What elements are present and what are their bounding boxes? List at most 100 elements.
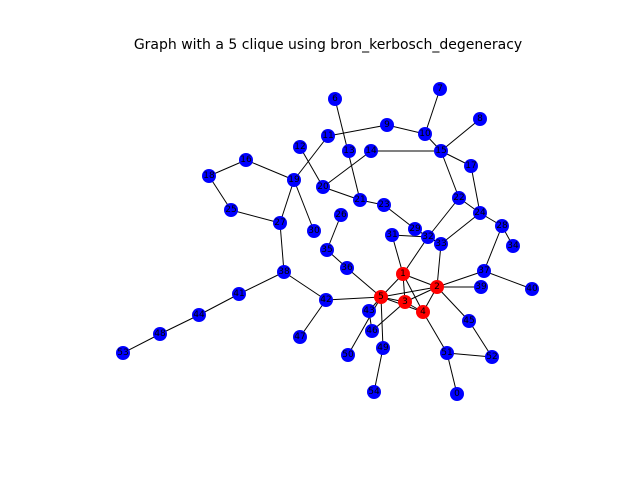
edge — [230, 209, 281, 224]
node-label: 12 — [294, 142, 305, 152]
node — [408, 222, 422, 236]
node — [440, 346, 454, 360]
node-label: 32 — [422, 232, 433, 242]
edge — [440, 150, 460, 199]
node — [307, 224, 321, 238]
node — [421, 230, 435, 244]
node-label: 15 — [435, 146, 446, 156]
node — [525, 282, 539, 296]
node-label: 14 — [365, 146, 377, 156]
node — [341, 348, 355, 362]
node-label: 16 — [240, 155, 252, 165]
edge — [245, 159, 295, 181]
node-label: 35 — [321, 245, 332, 255]
node-label: 41 — [233, 289, 244, 299]
node-label: 39 — [475, 282, 487, 292]
node — [293, 330, 307, 344]
edge — [322, 150, 372, 188]
edge — [436, 243, 442, 288]
node — [319, 293, 333, 307]
node-label: 18 — [203, 171, 215, 181]
edge — [238, 271, 285, 295]
node-label: 9 — [384, 120, 390, 130]
node-label: 2 — [434, 282, 440, 292]
node — [362, 304, 376, 318]
node-label: 38 — [278, 267, 290, 277]
node — [320, 243, 334, 257]
node-label: 17 — [465, 161, 476, 171]
node — [376, 341, 390, 355]
node-label: 26 — [335, 210, 347, 220]
node-label: 49 — [377, 343, 389, 353]
edge — [446, 352, 458, 395]
node — [506, 239, 520, 253]
node — [321, 129, 335, 143]
edge — [380, 286, 438, 298]
node — [473, 112, 487, 126]
edge — [402, 273, 424, 313]
edge — [427, 197, 460, 238]
node-label: 43 — [363, 306, 374, 316]
node — [418, 127, 432, 141]
edge — [436, 286, 470, 322]
node — [273, 216, 287, 230]
node — [416, 305, 430, 319]
node — [374, 290, 388, 304]
node-label: 44 — [193, 310, 205, 320]
node — [334, 208, 348, 222]
node — [224, 203, 238, 217]
edge — [468, 320, 493, 358]
node-label: 0 — [454, 389, 460, 399]
edge — [436, 270, 485, 288]
node — [293, 140, 307, 154]
node-label: 20 — [317, 182, 329, 192]
node-label: 19 — [288, 175, 300, 185]
node-label: 25 — [225, 205, 236, 215]
node-label: 42 — [320, 295, 331, 305]
node-label: 10 — [419, 129, 431, 139]
node-label: 23 — [378, 200, 389, 210]
node — [380, 118, 394, 132]
title: Graph with a 5 clique using bron_kerbosc… — [134, 37, 522, 53]
node — [365, 324, 379, 338]
node-label: 21 — [354, 195, 365, 205]
edge — [446, 352, 493, 358]
node-label: 24 — [474, 208, 486, 218]
node — [495, 219, 509, 233]
node-label: 4 — [420, 307, 426, 317]
node — [377, 198, 391, 212]
node-label: 22 — [453, 193, 464, 203]
edge — [440, 118, 481, 152]
node — [485, 350, 499, 364]
node — [434, 144, 448, 158]
edge — [373, 347, 384, 393]
node-label: 11 — [322, 131, 333, 141]
node-label: 28 — [496, 221, 508, 231]
node — [434, 237, 448, 251]
edge — [327, 124, 388, 137]
node-label: 5 — [378, 292, 384, 302]
edge — [470, 165, 481, 214]
node — [452, 191, 466, 205]
edge — [293, 179, 315, 232]
node — [398, 295, 412, 309]
edge — [159, 314, 200, 335]
node — [474, 280, 488, 294]
edge — [483, 225, 503, 272]
node — [367, 385, 381, 399]
node — [202, 169, 216, 183]
node-label: 27 — [274, 218, 285, 228]
node — [396, 267, 410, 281]
node — [316, 180, 330, 194]
node — [353, 193, 367, 207]
node-label: 7 — [437, 84, 443, 94]
edge — [279, 222, 285, 273]
node-label: 33 — [435, 239, 446, 249]
node — [153, 327, 167, 341]
node-label: 36 — [341, 263, 353, 273]
node — [116, 346, 130, 360]
node — [473, 206, 487, 220]
edge — [283, 271, 327, 301]
node — [277, 265, 291, 279]
node — [462, 314, 476, 328]
